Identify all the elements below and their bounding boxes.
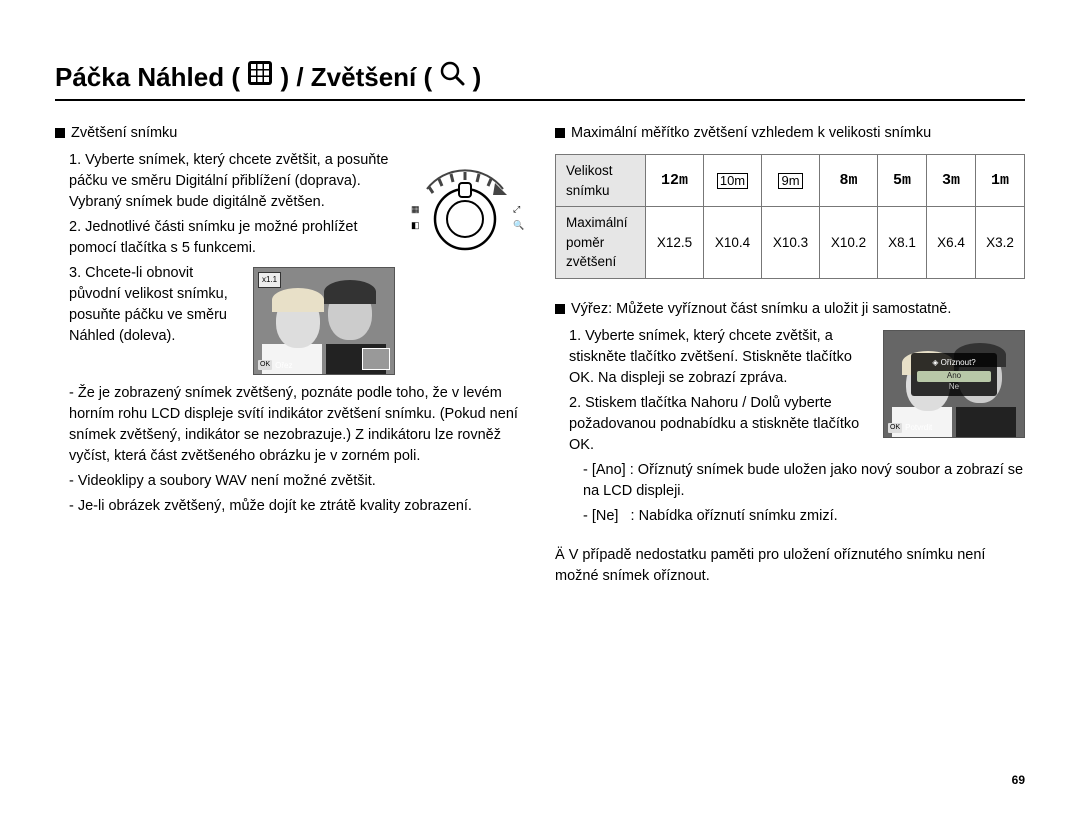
size-cell: 10m [704,155,762,207]
square-bullet-icon [555,128,565,138]
size-cell: 9m [762,155,820,207]
square-bullet-icon [555,304,565,314]
size-cell: 3m [926,155,975,207]
ratio-cell: X10.4 [704,207,762,279]
ratio-cell: X8.1 [878,207,927,279]
svg-text:◧: ◧ [411,220,420,230]
title-part3: ) [473,62,482,92]
crop-result-yes: - [Ano] : Oříznutý snímek bude uložen ja… [555,460,1025,502]
ratio-cell: X3.2 [975,207,1024,279]
table-header-ratio: Maximální poměr zvětšení [556,207,646,279]
max-zoom-table: Velikost snímku 12m 10m 9m 8m 5m 3m 1m M… [555,154,1025,279]
thumbnail-grid-icon [247,60,273,86]
size-cell: 12m [646,155,704,207]
ratio-cell: X10.3 [762,207,820,279]
left-heading: Zvětšení snímku [71,123,177,144]
ok-badge-icon: OK [888,423,902,433]
title-part2: ) / Zvětšení ( [280,62,432,92]
left-note-1: - Že je zobrazený snímek zvětšený, pozná… [55,383,525,467]
page-title-row: Páčka Náhled ( ) / Zvětšení ( ) [55,60,1025,101]
crop-dialog-box: ◈ Oříznout? Ano Ne [911,353,997,396]
content-columns: Zvětšení snímku [55,123,1025,587]
crop-result-no: - [Ne] : Nabídka oříznutí snímku zmizí. [555,506,1025,527]
square-bullet-icon [55,128,65,138]
size-cell: 1m [975,155,1024,207]
crop-heading: Výřez: Můžete vyříznout část snímku a ul… [571,299,951,320]
photo-caption: Ořez [275,360,292,372]
size-cell: 5m [878,155,927,207]
photo-caption: Potvrdit [905,422,932,434]
crop-heading-row: Výřez: Můžete vyříznout část snímku a ul… [555,299,1025,320]
memory-note: V případě nedostatku paměti pro uložení … [555,547,985,584]
zoom-dial-illustration: ▦ ◧ ⤢ 🔍 [405,154,525,271]
table-header-size: Velikost snímku [556,155,646,207]
ratio-cell: X12.5 [646,207,704,279]
left-note-3: - Je-li obrázek zvětšený, může dojít ke … [55,496,525,517]
dialog-option-yes: Ano [917,371,991,381]
left-note-2: - Videoklipy a soubory WAV není možné zv… [55,471,525,492]
memory-note-row: Ä V případě nedostatku paměti pro uložen… [555,545,1025,587]
right-heading-row: Maximální měřítko zvětšení vzhledem k ve… [555,123,1025,144]
size-cell: 8m [820,155,878,207]
note-mark-icon: Ä [555,547,569,563]
page-title: Páčka Náhled ( ) / Zvětšení ( ) [55,60,481,93]
left-heading-row: Zvětšení snímku [55,123,525,144]
table-row: Velikost snímku 12m 10m 9m 8m 5m 3m 1m [556,155,1025,207]
ratio-cell: X10.2 [820,207,878,279]
dialog-question: ◈ Oříznout? [917,357,991,369]
photo-caption-row: OK Potvrdit [888,422,932,434]
svg-text:⤢: ⤢ [512,204,520,214]
sample-photo-crop-dialog: ◈ Oříznout? Ano Ne OK Potvrdit [883,330,1025,438]
svg-text:▦: ▦ [411,204,420,214]
dialog-option-no: Ne [917,382,991,392]
sample-photo-zoomed: x1.1 OK Ořez [253,267,395,375]
ok-badge-icon: OK [258,360,272,370]
right-column: Maximální měřítko zvětšení vzhledem k ve… [555,123,1025,587]
zoom-ratio-badge: x1.1 [258,272,281,288]
table-row: Maximální poměr zvětšení X12.5 X10.4 X10… [556,207,1025,279]
title-part1: Páčka Náhled ( [55,62,240,92]
left-column: Zvětšení snímku [55,123,525,587]
ratio-cell: X6.4 [926,207,975,279]
magnify-icon [439,60,465,86]
svg-text:🔍: 🔍 [513,219,524,230]
page-number: 69 [1012,773,1025,787]
right-heading: Maximální měřítko zvětšení vzhledem k ve… [571,123,931,144]
photo-caption-row: OK Ořez [258,360,292,372]
nav-thumbnail-icon [362,348,390,370]
